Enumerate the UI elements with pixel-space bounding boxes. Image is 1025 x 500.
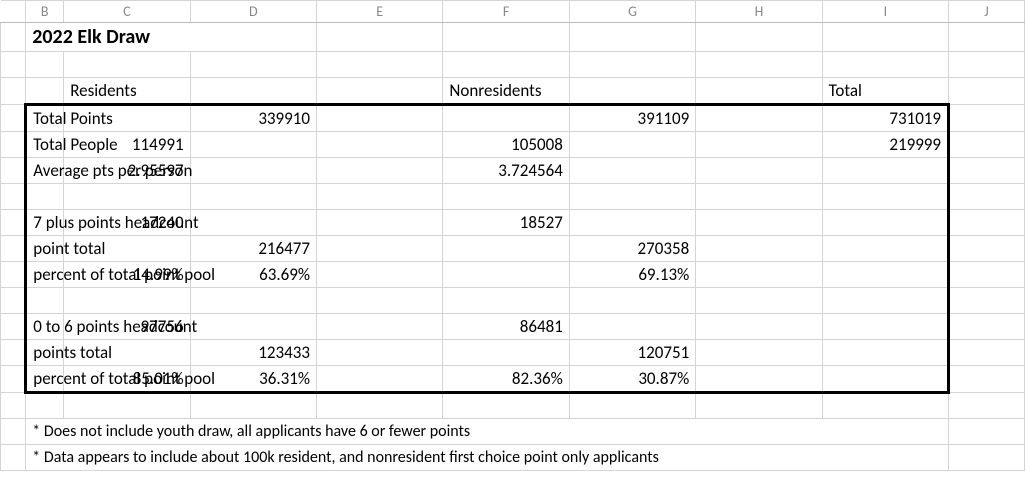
cell: 123433	[190, 340, 316, 366]
row-label: percent of total point pool	[26, 366, 64, 393]
cell: 339910	[190, 105, 316, 132]
row-label: Total People	[26, 132, 64, 158]
col-header: I	[822, 1, 948, 23]
cell: 731019	[822, 105, 948, 132]
row-label: percent of total point pool	[26, 262, 64, 288]
spreadsheet-table: B C D E F G H I J 2022 Elk Draw Resident…	[0, 0, 1025, 471]
col-header: H	[696, 1, 822, 23]
cell: 30.87%	[569, 366, 695, 393]
cell: 270358	[569, 236, 695, 262]
cell: 120751	[569, 340, 695, 366]
table-row: percent of total point pool 85.01% 36.31…	[1, 366, 1025, 393]
cell: 391109	[569, 105, 695, 132]
table-row: Total People 114991 105008 219999	[1, 132, 1025, 158]
nonresidents-header: Nonresidents	[443, 78, 569, 105]
total-header: Total	[822, 78, 948, 105]
col-header: J	[949, 1, 1025, 23]
col-header: E	[317, 1, 443, 23]
footnote: * Does not include youth draw, all appli…	[26, 419, 949, 445]
row-label: 0 to 6 points headcount	[26, 314, 64, 340]
cell: 82.36%	[443, 366, 569, 393]
cell: 86481	[443, 314, 569, 340]
row-label: point total	[26, 236, 64, 262]
table-row: points total 123433 120751	[1, 340, 1025, 366]
row-label: points total	[26, 340, 64, 366]
table-row: Total Points 339910 391109 731019	[1, 105, 1025, 132]
table-row: percent of total point pool 14.99% 63.69…	[1, 262, 1025, 288]
section-header-row: Residents Nonresidents Total	[1, 78, 1025, 105]
row-label: Average pts per person	[26, 158, 64, 184]
cell: 69.13%	[569, 262, 695, 288]
cell: 105008	[443, 132, 569, 158]
cell: 219999	[822, 132, 948, 158]
cell: 18527	[443, 210, 569, 236]
col-header: G	[569, 1, 695, 23]
row-label: Total Points	[26, 105, 64, 132]
table-row: 7 plus points headcount 17240 18527	[1, 210, 1025, 236]
col-header: C	[64, 1, 190, 23]
page-title: 2022 Elk Draw	[26, 23, 317, 52]
cell: 216477	[190, 236, 316, 262]
cell: 3.724564	[443, 158, 569, 184]
residents-header: Residents	[64, 78, 190, 105]
table-row: Average pts per person 2.95597 3.724564	[1, 158, 1025, 184]
row-label: 7 plus points headcount	[26, 210, 64, 236]
table-row: 0 to 6 points headcount 97756 86481	[1, 314, 1025, 340]
col-header: D	[190, 1, 316, 23]
table-row: point total 216477 270358	[1, 236, 1025, 262]
col-header: B	[26, 1, 64, 23]
footnote: * Data appears to include about 100k res…	[26, 445, 949, 471]
col-header: F	[443, 1, 569, 23]
column-header-row: B C D E F G H I J	[1, 1, 1025, 23]
